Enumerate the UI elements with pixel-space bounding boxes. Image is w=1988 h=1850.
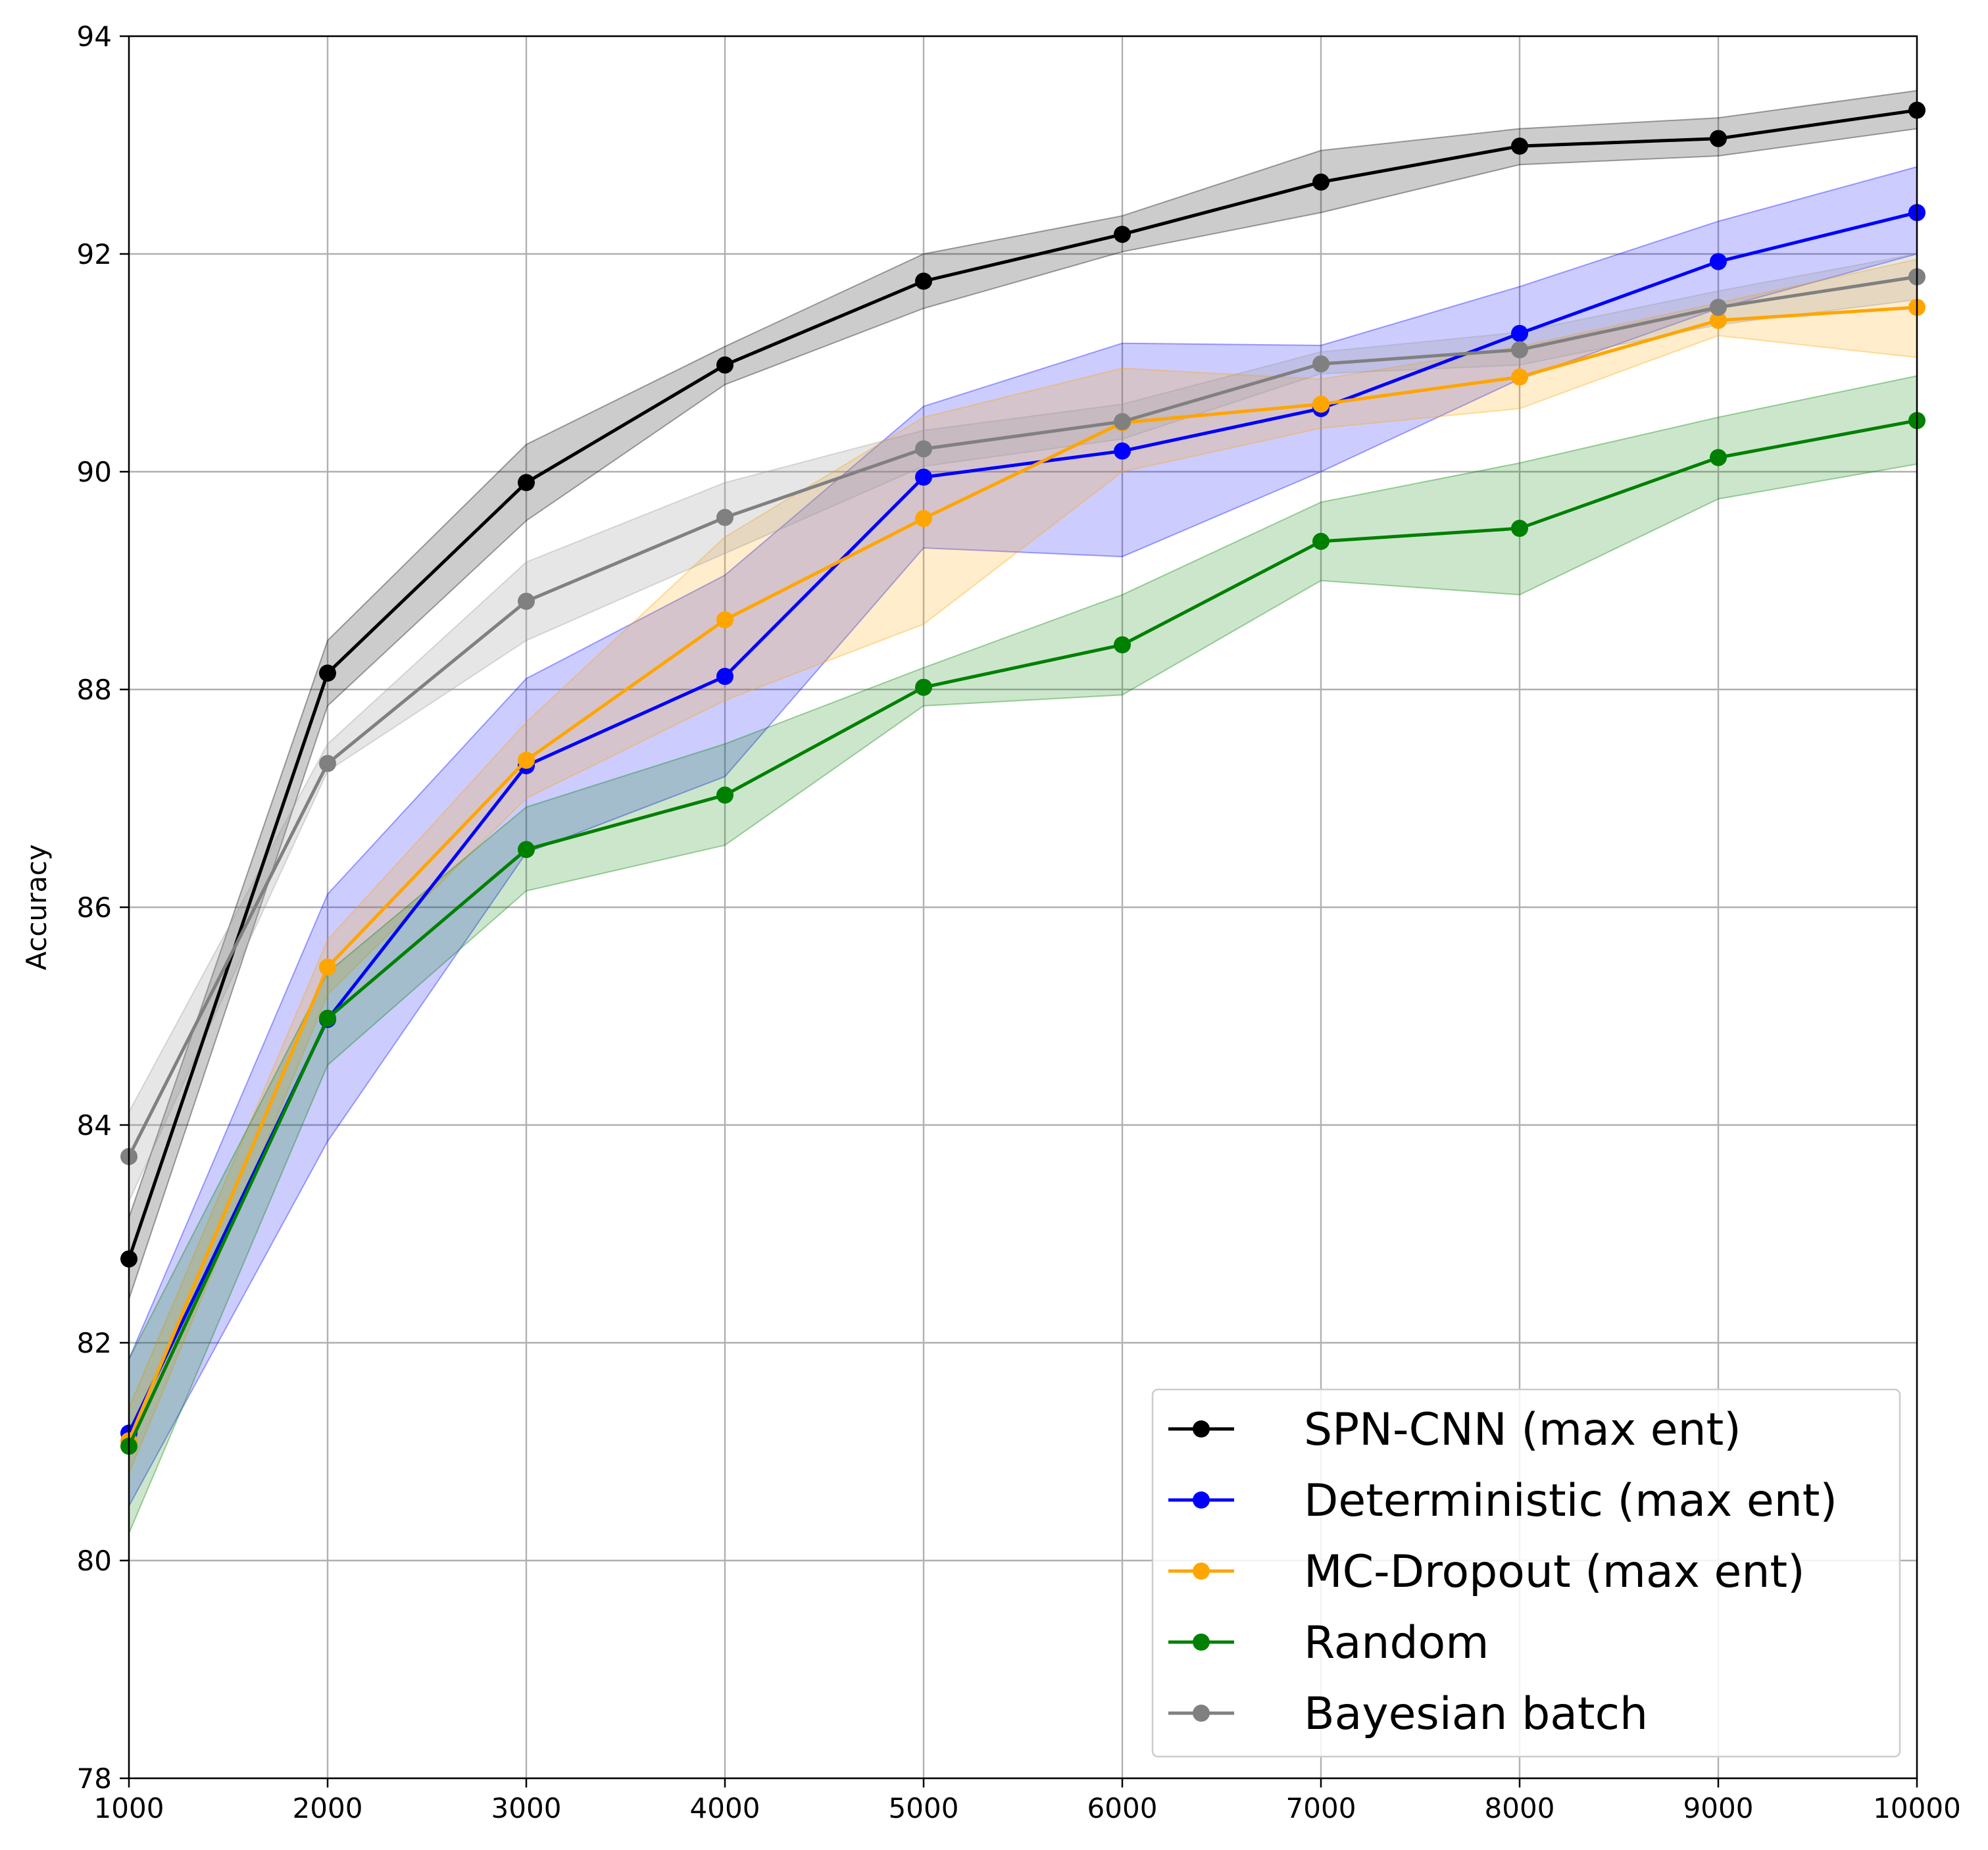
legend-marker-series-0 (1193, 1420, 1210, 1438)
y-tick-label: 78 (77, 1763, 112, 1795)
x-tick-label: 1000 (94, 1792, 164, 1824)
data-point-series-2 (915, 510, 932, 528)
y-tick-label: 94 (77, 20, 112, 53)
data-point-series-3 (1511, 520, 1528, 538)
x-tick-label: 2000 (293, 1792, 363, 1824)
legend-marker-series-4 (1193, 1705, 1210, 1722)
y-tick-label: 88 (77, 674, 112, 706)
legend-box (1151, 1388, 1901, 1758)
legend-marker-series-3 (1193, 1634, 1210, 1651)
series-lines (120, 101, 1926, 1455)
data-point-series-4 (1114, 413, 1131, 430)
data-point-series-0 (1312, 173, 1329, 191)
x-tick-label: 3000 (491, 1792, 562, 1824)
y-tick-label: 82 (77, 1327, 112, 1359)
data-point-series-3 (518, 841, 535, 859)
data-point-series-2 (716, 611, 733, 629)
legend-label-series-3: Random (1304, 1617, 1489, 1669)
data-point-series-3 (915, 678, 932, 696)
x-tick-label: 9000 (1683, 1792, 1754, 1824)
x-tick-label: 4000 (690, 1792, 760, 1824)
data-point-series-0 (716, 356, 733, 374)
x-tick-label: 5000 (889, 1792, 959, 1824)
legend-label-series-0: SPN-CNN (max ent) (1304, 1404, 1741, 1456)
data-point-series-2 (518, 751, 535, 769)
data-point-series-2 (1312, 395, 1329, 413)
data-point-series-3 (1710, 449, 1727, 466)
data-point-series-4 (319, 755, 336, 772)
legend-label-series-1: Deterministic (max ent) (1304, 1475, 1837, 1527)
data-point-series-0 (518, 474, 535, 491)
data-point-series-3 (716, 786, 733, 804)
legend-marker-series-1 (1193, 1491, 1210, 1509)
data-point-series-4 (915, 440, 932, 458)
data-point-series-2 (1710, 311, 1727, 329)
data-point-series-0 (319, 664, 336, 682)
series-line-2 (127, 305, 1918, 1441)
data-point-series-1 (915, 468, 932, 486)
series-line-0 (127, 109, 1918, 1260)
data-point-series-3 (1114, 636, 1131, 654)
x-tick-label: 8000 (1485, 1792, 1555, 1824)
data-point-series-0 (915, 272, 932, 290)
axis-ticks: 1000 2000 3000 4000 5000 6000 7000 8000 9000 1000… (77, 20, 1961, 1824)
data-point-series-0 (1710, 130, 1727, 147)
data-point-series-1 (716, 668, 733, 686)
x-tick-label: 10000 (1873, 1792, 1961, 1824)
series-line-1 (127, 211, 1918, 1434)
y-tick-label: 92 (77, 238, 112, 270)
legend-label-series-4: Bayesian batch (1304, 1688, 1648, 1740)
y-axis-title: Accuracy (20, 844, 53, 970)
legend-marker-series-2 (1193, 1562, 1210, 1580)
y-tick-label: 80 (77, 1545, 112, 1577)
x-tick-label: 6000 (1087, 1792, 1158, 1824)
x-tick-label: 7000 (1286, 1792, 1356, 1824)
data-point-series-1 (1511, 324, 1528, 342)
data-point-series-3 (1312, 532, 1329, 550)
data-point-series-2 (319, 959, 336, 976)
data-point-series-3 (319, 1009, 336, 1027)
legend-label-series-2: MC-Dropout (max ent) (1304, 1546, 1805, 1598)
data-point-series-0 (1511, 138, 1528, 155)
y-tick-label: 90 (77, 456, 112, 488)
series-line-3 (127, 418, 1918, 1447)
data-point-series-4 (1511, 341, 1528, 359)
data-point-series-4 (716, 509, 733, 526)
data-point-series-4 (1710, 299, 1727, 316)
y-tick-label: 84 (77, 1109, 112, 1141)
y-tick-label: 86 (77, 891, 112, 924)
data-point-series-4 (1312, 355, 1329, 373)
data-point-series-1 (1710, 253, 1727, 270)
data-point-series-1 (1114, 442, 1131, 460)
legend: SPN-CNN (max ent) Deterministic (max ent)… (1151, 1388, 1901, 1758)
series-line-4 (127, 275, 1918, 1158)
data-point-series-2 (1511, 368, 1528, 386)
data-point-series-0 (1114, 226, 1131, 243)
data-point-series-4 (518, 592, 535, 610)
